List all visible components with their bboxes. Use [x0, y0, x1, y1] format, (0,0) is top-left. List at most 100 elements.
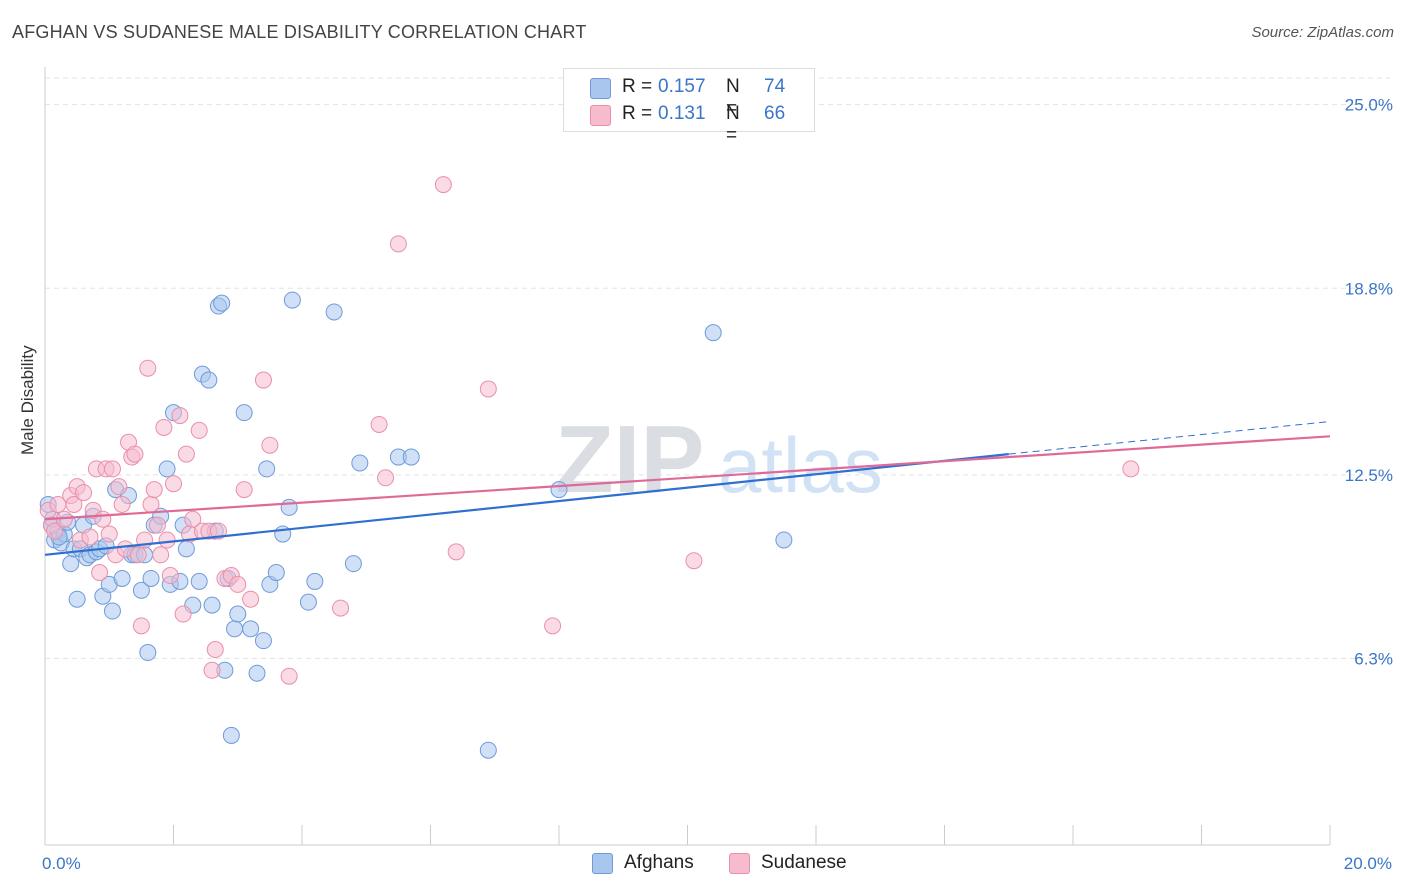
y-tick-label: 12.5% — [1345, 466, 1393, 485]
sudanese-point — [110, 478, 128, 496]
watermark: ZIP atlas — [555, 406, 883, 513]
sudanese-point — [332, 599, 350, 617]
sudanese-point — [177, 445, 195, 463]
sudanese-point — [148, 516, 166, 534]
afghans-point — [139, 644, 157, 662]
afghans-point — [226, 620, 244, 638]
afghans-point — [62, 555, 80, 573]
sudanese-point — [100, 525, 118, 543]
sudanese-trend-line — [44, 435, 1331, 521]
afghans-trend-line — [44, 453, 1009, 556]
afghans-point — [68, 590, 86, 608]
sudanese-point — [65, 495, 83, 513]
sudanese-point — [479, 380, 497, 398]
afghans-legend-swatch — [592, 853, 613, 874]
sudanese-point — [174, 605, 192, 623]
tick-labels: 6.3% 12.5% 18.8% 25.0% 0.0% 20.0% — [42, 96, 1393, 873]
sudanese-point — [132, 617, 150, 635]
sudanese-point — [91, 564, 109, 582]
stats-box: R = 0.157 N = 74 R = 0.131 N = 66 — [563, 68, 815, 146]
sudanese-point — [242, 590, 260, 608]
afghans-point — [550, 481, 568, 499]
afghans-point — [479, 741, 497, 759]
data-points — [39, 176, 1140, 759]
afghans-point — [306, 572, 324, 590]
r-label: R = — [622, 103, 653, 124]
afghans-point — [213, 294, 231, 312]
sudanese-point — [544, 617, 562, 635]
afghans-point — [158, 460, 176, 478]
source-label: Source: ZipAtlas.com — [1251, 24, 1394, 41]
afghans-point — [344, 555, 362, 573]
sudanese-point — [155, 418, 173, 436]
y-tick-label: 25.0% — [1345, 96, 1393, 115]
sudanese-point — [389, 235, 407, 253]
afghans-point — [222, 726, 240, 744]
sudanese-point — [129, 546, 147, 564]
afghans-point — [103, 602, 121, 620]
sudanese-point — [113, 495, 131, 513]
sudanese-point — [377, 469, 395, 487]
sudanese-point — [261, 436, 279, 454]
sudanese-point — [126, 445, 144, 463]
sudanese-point — [203, 661, 221, 679]
sudanese-point — [370, 415, 388, 433]
sudanese-point — [171, 407, 189, 425]
n-label: N = — [726, 76, 740, 119]
afghans-point — [280, 498, 298, 516]
trend-lines — [44, 421, 1331, 556]
sudanese-point — [139, 359, 157, 377]
grid-lines — [45, 77, 1390, 659]
sudanese-legend-swatch — [729, 853, 750, 874]
sudanese-point — [685, 552, 703, 570]
y-tick-label: 18.8% — [1345, 279, 1393, 298]
afghans-point — [325, 303, 343, 321]
n-label: N = — [726, 103, 740, 146]
sudanese-point — [158, 531, 176, 549]
sudanese-point — [161, 567, 179, 585]
sudanese-point — [165, 475, 182, 493]
n-value: 74 — [764, 76, 786, 97]
afghans-point — [242, 620, 260, 638]
sudanese-point — [434, 176, 452, 194]
sudanese-point — [94, 510, 112, 528]
sudanese-point — [206, 641, 224, 659]
afghans-point — [229, 605, 247, 623]
sudanese-point — [447, 543, 465, 561]
afghans-point — [775, 531, 793, 549]
x-tick-label: 0.0% — [42, 854, 81, 873]
watermark-zip: ZIP — [555, 406, 704, 513]
sudanese-point — [75, 484, 93, 502]
sudanese-point — [229, 575, 247, 593]
afghans-point — [351, 454, 369, 472]
afghans-point — [190, 572, 208, 590]
sudanese-swatch — [590, 105, 611, 126]
afghans-point — [402, 448, 420, 466]
sudanese-point — [81, 528, 99, 546]
sudanese-point — [254, 371, 272, 389]
r-label: R = — [622, 76, 653, 97]
afghans-point — [283, 291, 301, 309]
sudanese-point — [145, 481, 163, 499]
sudanese-point — [1122, 460, 1140, 478]
sudanese-point — [209, 522, 227, 540]
afghans-point — [258, 460, 276, 478]
chart-title: AFGHAN VS SUDANESE MALE DISABILITY CORRE… — [12, 22, 587, 42]
sudanese-point — [190, 421, 208, 439]
afghans-point — [203, 596, 221, 614]
sudanese-point — [103, 460, 121, 478]
afghans-point — [142, 569, 160, 587]
afghans-point — [248, 664, 266, 682]
sudanese-point — [152, 546, 170, 564]
sudanese-point — [280, 667, 298, 685]
afghans-point — [704, 324, 722, 342]
sudanese-point — [142, 495, 160, 513]
legend-label: Afghans — [624, 852, 694, 873]
axes — [44, 67, 1331, 846]
sudanese-point — [235, 481, 253, 499]
afghans-swatch — [590, 78, 611, 99]
afghans-trend-extension — [1008, 421, 1331, 455]
n-value: 66 — [764, 103, 786, 124]
r-value: 0.157 — [658, 76, 706, 97]
